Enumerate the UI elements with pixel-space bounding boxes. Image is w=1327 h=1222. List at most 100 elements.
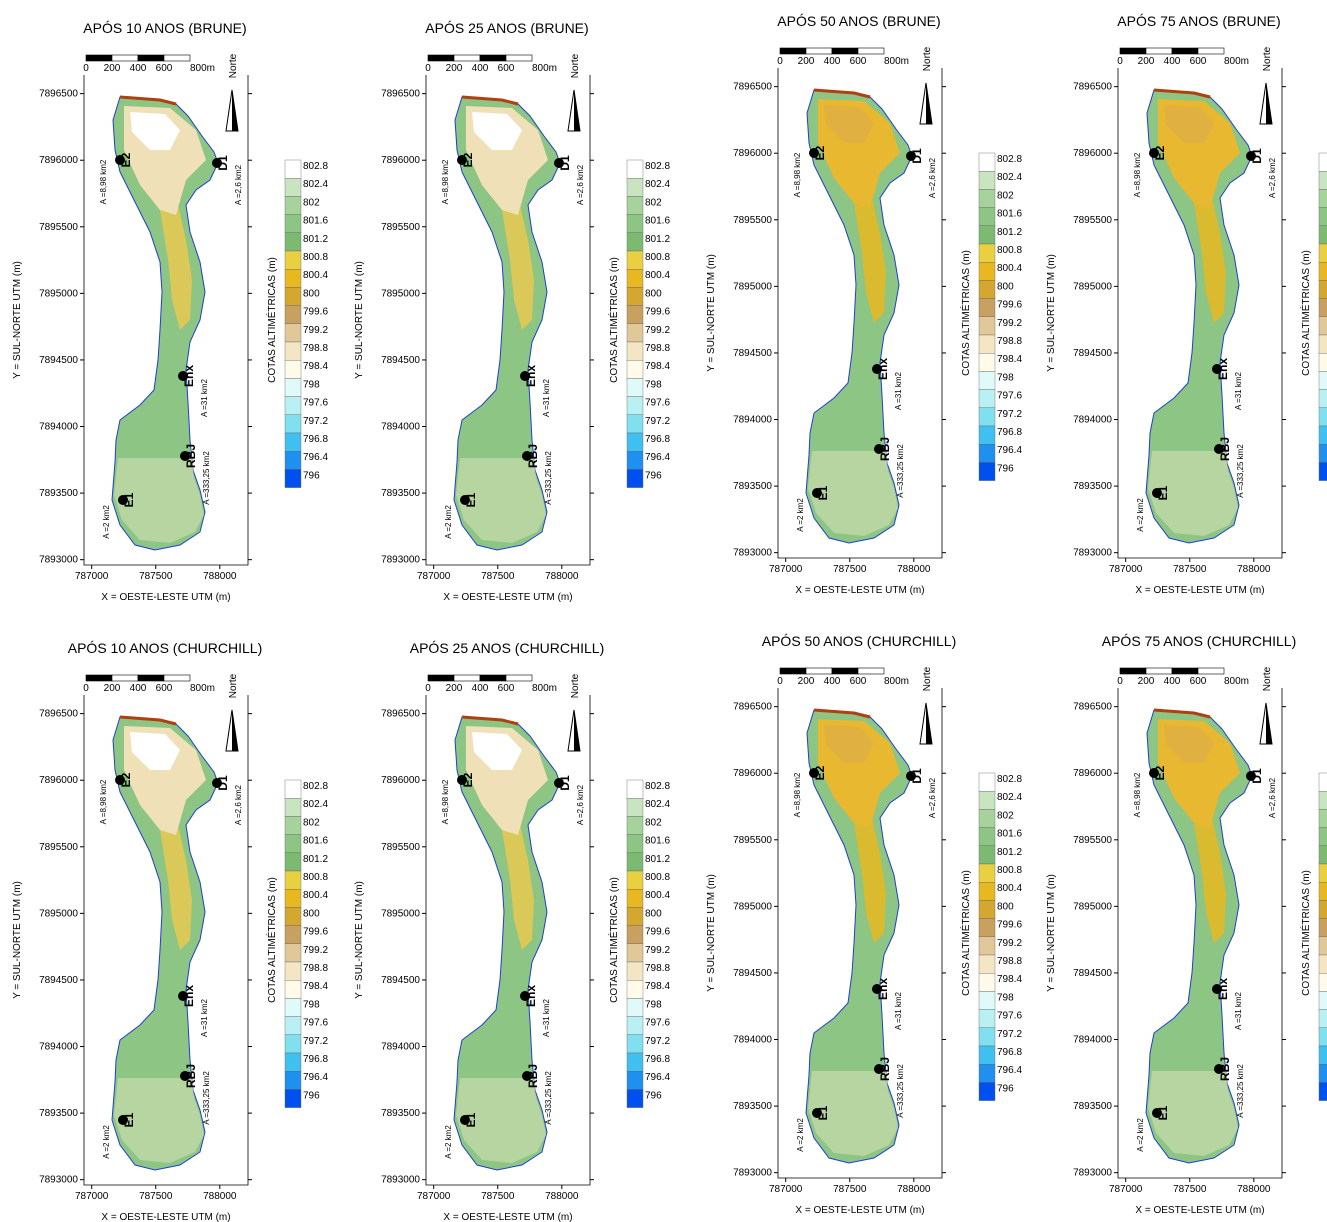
scale-segment (1171, 667, 1199, 675)
point-area: A =333,25 km2 (544, 451, 553, 505)
legend-swatch (626, 196, 644, 215)
gauge-point (115, 775, 125, 785)
point-area: A =2,6 km2 (1268, 157, 1277, 198)
legend-swatch (626, 177, 644, 197)
legend-swatch (1318, 936, 1327, 956)
legend-swatch (978, 1027, 996, 1047)
legend-swatch (626, 378, 644, 397)
gauge-point (178, 371, 188, 381)
scale-label: 600 (850, 676, 867, 687)
legend-label: 797.6 (645, 398, 670, 409)
scale-label: 200 (446, 63, 463, 74)
legend-swatch (626, 214, 644, 234)
x-tick-label: 788000 (1237, 564, 1271, 575)
legend-swatch (626, 943, 644, 963)
legend-label: 796.8 (303, 434, 328, 445)
legend-label: 796 (303, 1090, 320, 1101)
scale-bar: 0 200 400 600 800m (425, 674, 557, 694)
scale-segment (805, 47, 833, 55)
y-axis-label: Y = SUL-NORTE UTM (m) (354, 261, 365, 379)
point-area: A =31 km2 (894, 371, 903, 410)
legend-label: 799.2 (645, 325, 670, 336)
legend-label: 796.4 (303, 452, 328, 463)
legend-swatch (626, 250, 644, 270)
map-panel: APÓS 25 ANOS (CHURCHILL) 0 200 400 600 800m No… (354, 640, 670, 1222)
legend-label: 796.8 (645, 434, 670, 445)
y-tick-label: 7893500 (381, 1108, 420, 1119)
x-axis-label: X = OESTE-LESTE UTM (m) (443, 592, 572, 603)
scale-label: 0 (1117, 676, 1123, 687)
legend-swatch (978, 316, 996, 336)
point-label: D1 (1250, 768, 1264, 784)
point-label: E2 (813, 765, 827, 780)
scale-label: 0 (777, 676, 783, 687)
x-tick-label: 787000 (417, 571, 451, 582)
legend-swatch (626, 852, 644, 872)
x-tick-label: 787500 (833, 564, 867, 575)
legend-swatch (626, 889, 644, 908)
scale-segment (1171, 47, 1199, 55)
y-tick-label: 7893000 (381, 555, 420, 566)
point-label: RBJ (184, 444, 198, 468)
legend-label: 800.4 (645, 270, 670, 281)
scale-label: 400 (130, 683, 147, 694)
y-tick-label: 7894500 (381, 355, 420, 366)
x-tick-label: 787500 (481, 571, 515, 582)
legend-swatch (978, 298, 996, 318)
legend-label: 801.6 (997, 209, 1022, 220)
y-tick-label: 7896000 (39, 775, 78, 786)
point-area: A =333,25 km2 (202, 451, 211, 505)
legend-label: 798.4 (303, 981, 328, 992)
scale-label: 200 (1138, 676, 1155, 687)
y-tick-label: 7894000 (1073, 415, 1112, 426)
legend-swatch (1318, 772, 1327, 792)
legend-swatch (626, 451, 644, 470)
legend-swatch (626, 961, 644, 981)
point-area: A =2,6 km2 (234, 164, 243, 205)
legend-swatch (978, 262, 996, 281)
point-area: A =2,6 km2 (1268, 777, 1277, 818)
scale-bar: 0 200 400 600 800m (1117, 667, 1249, 687)
gauge-point (457, 775, 467, 785)
y-tick-label: 7895500 (381, 842, 420, 853)
legend-swatch (978, 407, 996, 427)
point-label: E1 (464, 492, 478, 507)
north-label: Norte (1262, 666, 1273, 691)
legend-swatch (626, 232, 644, 252)
point-area: A =2 km2 (796, 498, 805, 532)
legend-label: 801.6 (303, 836, 328, 847)
legend-label: 802 (303, 197, 320, 208)
north-arrow-half (232, 710, 238, 751)
x-tick-label: 787500 (139, 1191, 173, 1202)
legend-swatch (284, 1071, 302, 1090)
legend-swatch (284, 943, 302, 963)
north-label: Norte (228, 673, 239, 698)
y-tick-label: 7893000 (1073, 1168, 1112, 1179)
legend-swatch (1318, 882, 1327, 901)
point-area: A =2 km2 (1136, 498, 1145, 532)
x-tick-label: 787500 (1173, 564, 1207, 575)
scale-label: 200 (798, 56, 815, 67)
legend-label: 796 (645, 1090, 662, 1101)
y-tick-label: 7895000 (381, 908, 420, 919)
point-label: Enx (1216, 978, 1230, 1000)
gauge-point (522, 451, 532, 461)
legend-swatch (978, 462, 996, 481)
y-tick-label: 7895500 (39, 222, 78, 233)
y-tick-label: 7896000 (381, 775, 420, 786)
legend-swatch (284, 432, 302, 452)
legend-swatch (1318, 280, 1327, 299)
x-tick-label: 787500 (481, 1191, 515, 1202)
gauge-point (1246, 771, 1256, 781)
legend-label: 798.8 (645, 963, 670, 974)
legend-label: 797.2 (645, 416, 670, 427)
panel-title: APÓS 50 ANOS (BRUNE) (777, 13, 940, 29)
scale-label: 200 (1138, 56, 1155, 67)
gauge-point (118, 495, 128, 505)
legend-swatch (626, 396, 644, 416)
point-area: A =333,25 km2 (1236, 444, 1245, 498)
gauge-point (180, 1071, 190, 1081)
legend-label: 802.8 (303, 781, 328, 792)
scale-segment (1119, 667, 1147, 675)
